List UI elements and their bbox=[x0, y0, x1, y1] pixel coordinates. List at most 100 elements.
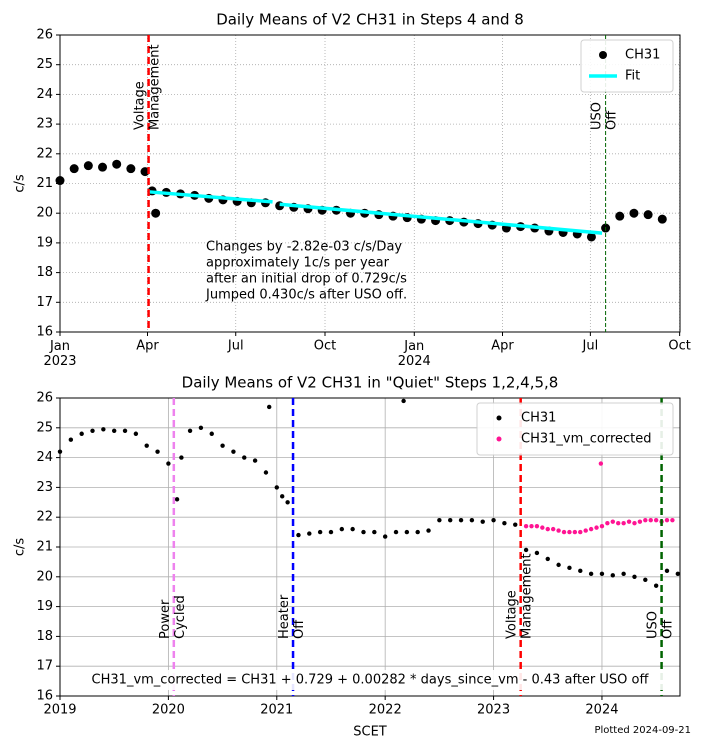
data-point bbox=[588, 571, 594, 577]
data-point bbox=[469, 517, 475, 523]
data-point bbox=[296, 532, 301, 538]
data-point bbox=[372, 529, 377, 535]
chart-title: Daily Means of V2 CH31 in Steps 4 and 8 bbox=[216, 11, 524, 29]
data-point bbox=[529, 523, 534, 529]
data-point bbox=[382, 534, 388, 539]
event-label: USO bbox=[590, 102, 605, 130]
y-tick-label: 18 bbox=[36, 629, 53, 644]
data-point bbox=[166, 461, 171, 466]
data-point bbox=[599, 523, 605, 529]
x-tick-label: 2023 bbox=[477, 703, 510, 718]
data-point bbox=[98, 162, 108, 172]
data-point bbox=[242, 455, 247, 460]
data-point bbox=[586, 232, 596, 242]
y-tick-label: 22 bbox=[36, 510, 53, 525]
event-label: Off bbox=[661, 619, 676, 639]
event-label: USO bbox=[646, 611, 661, 639]
y-tick-label: 24 bbox=[36, 450, 53, 465]
x-tick-label: 2019 bbox=[43, 703, 76, 718]
event-label: Off bbox=[292, 619, 307, 639]
x-tick-label: Apr bbox=[136, 339, 159, 354]
data-point bbox=[126, 164, 136, 174]
legend-box bbox=[476, 402, 674, 456]
data-point bbox=[648, 517, 653, 523]
data-point bbox=[133, 431, 139, 436]
legend-swatch bbox=[496, 436, 502, 442]
y-tick-label: 22 bbox=[36, 146, 53, 161]
data-point bbox=[643, 517, 648, 523]
data-point bbox=[664, 568, 670, 574]
data-point bbox=[285, 500, 290, 505]
x-tick-label: 2021 bbox=[260, 703, 293, 718]
data-point bbox=[643, 210, 653, 220]
data-point bbox=[534, 523, 540, 529]
event-label: Heater bbox=[277, 594, 292, 639]
x-axis-label: SCET bbox=[353, 725, 387, 740]
data-point bbox=[174, 497, 180, 502]
data-point bbox=[437, 517, 442, 523]
legend-label: CH31_vm_corrected bbox=[521, 432, 652, 447]
data-point bbox=[637, 519, 643, 524]
x-tick-label: Jan 2023 bbox=[43, 339, 76, 369]
data-point bbox=[540, 525, 545, 530]
data-point bbox=[140, 167, 150, 177]
data-point bbox=[523, 523, 529, 529]
data-point bbox=[615, 211, 625, 221]
data-point bbox=[415, 529, 420, 535]
data-point bbox=[545, 556, 550, 562]
data-point bbox=[657, 214, 667, 224]
data-point bbox=[187, 428, 193, 433]
y-axis-label: c/s bbox=[13, 174, 28, 193]
data-point bbox=[556, 528, 561, 533]
data-point bbox=[621, 520, 626, 526]
data-point bbox=[653, 583, 659, 588]
data-point bbox=[231, 449, 236, 454]
data-point bbox=[111, 428, 117, 433]
data-point bbox=[112, 159, 122, 169]
data-point bbox=[79, 431, 84, 436]
plot-frame bbox=[59, 397, 681, 697]
data-point bbox=[144, 443, 149, 448]
data-point bbox=[567, 565, 572, 571]
data-point bbox=[670, 517, 675, 523]
data-point bbox=[263, 470, 269, 475]
x-tick-label: Oct bbox=[668, 339, 690, 354]
data-point bbox=[101, 427, 106, 432]
y-tick-label: 21 bbox=[36, 176, 53, 191]
data-point bbox=[513, 522, 518, 527]
y-tick-label: 23 bbox=[36, 480, 53, 495]
x-tick-label: 2020 bbox=[152, 703, 185, 718]
data-point bbox=[55, 176, 65, 186]
data-point bbox=[209, 431, 214, 436]
data-point bbox=[523, 547, 529, 553]
data-point bbox=[578, 568, 583, 574]
data-point bbox=[632, 520, 637, 526]
data-point bbox=[404, 529, 410, 535]
data-point bbox=[458, 517, 464, 523]
data-point bbox=[643, 577, 648, 582]
y-tick-label: 23 bbox=[36, 117, 53, 132]
event-label: Off bbox=[605, 110, 620, 130]
data-point bbox=[280, 494, 285, 499]
fit-line bbox=[148, 190, 603, 235]
data-point bbox=[179, 455, 184, 460]
event-label: Management bbox=[148, 44, 163, 130]
data-point bbox=[626, 519, 632, 524]
data-point bbox=[155, 449, 160, 454]
data-point bbox=[502, 520, 507, 526]
legend-label: CH31 bbox=[625, 48, 660, 63]
annotation: Jumped 0.430c/s after USO off. bbox=[205, 288, 407, 303]
legend-label: CH31 bbox=[521, 411, 556, 426]
data-point bbox=[350, 526, 355, 532]
x-tick-label: 2022 bbox=[369, 703, 402, 718]
data-point bbox=[664, 517, 670, 523]
event-label: Power bbox=[158, 599, 173, 639]
data-point bbox=[616, 520, 621, 526]
data-point bbox=[448, 517, 453, 523]
data-point bbox=[57, 449, 63, 454]
data-point bbox=[68, 437, 74, 442]
y-tick-label: 25 bbox=[36, 57, 53, 72]
data-point bbox=[339, 526, 345, 532]
legend-swatch bbox=[496, 415, 502, 421]
data-point bbox=[252, 458, 258, 463]
